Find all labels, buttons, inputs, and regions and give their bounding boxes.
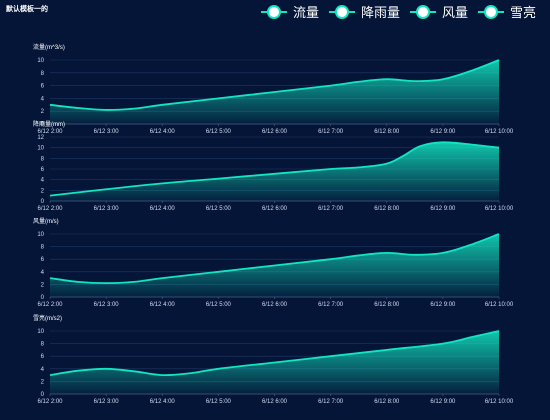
legend-item-rainfall[interactable]: 降雨量 <box>328 2 400 21</box>
x-tick-label: 6/12 9:00 <box>430 302 456 308</box>
y-axis-label: 流量(m^3/s) <box>33 43 65 51</box>
y-tick-label: 4 <box>41 367 45 373</box>
x-tick-label: 6/12 2:00 <box>37 302 63 308</box>
x-tick-label: 6/12 5:00 <box>206 399 232 405</box>
x-tick-label: 6/12 7:00 <box>318 129 344 135</box>
x-tick-label: 6/12 6:00 <box>262 206 288 212</box>
y-tick-label: 6 <box>41 257 45 263</box>
legend: 流量 降雨量 风量 雪亮 <box>260 2 536 21</box>
x-tick-label: 6/12 10:00 <box>485 399 514 405</box>
y-tick-label: 12 <box>37 135 44 141</box>
x-tick-label: 6/12 2:00 <box>37 399 63 405</box>
x-tick-label: 6/12 10:00 <box>485 206 514 212</box>
x-tick-label: 6/12 10:00 <box>485 129 514 135</box>
x-tick-label: 6/12 4:00 <box>150 129 176 135</box>
y-tick-label: 6 <box>41 354 45 360</box>
line-marker-icon <box>328 4 355 19</box>
y-tick-label: 2 <box>41 379 45 385</box>
y-tick-label: 6 <box>41 167 45 173</box>
x-tick-label: 6/12 4:00 <box>150 302 176 308</box>
legend-label: 流量 <box>292 5 319 20</box>
y-tick-label: 2 <box>41 188 45 194</box>
x-tick-label: 6/12 3:00 <box>94 302 120 308</box>
y-axis-label: 风量(m/s) <box>33 218 59 225</box>
x-tick-label: 6/12 6:00 <box>262 129 288 135</box>
y-tick-label: 0 <box>41 122 45 128</box>
x-tick-label: 6/12 5:00 <box>206 206 232 212</box>
x-tick-label: 6/12 7:00 <box>318 206 344 212</box>
x-tick-label: 6/12 9:00 <box>430 399 456 405</box>
x-tick-label: 6/12 3:00 <box>94 206 120 212</box>
y-tick-label: 10 <box>37 232 44 238</box>
x-tick-label: 6/12 10:00 <box>485 302 514 308</box>
chart-panel-4: 雪亮(m/s2) 0 2 4 6 8 10 6/12 2:00 6/12 3:00 6/12 4:… <box>33 314 514 405</box>
x-tick-label: 6/12 3:00 <box>94 129 120 135</box>
legend-label: 降雨量 <box>360 5 400 20</box>
y-axis-label: 雪亮(m/s2) <box>33 314 62 322</box>
series-area <box>50 142 499 201</box>
line-marker-icon <box>477 4 504 19</box>
y-tick-label: 10 <box>37 58 44 64</box>
y-tick-label: 0 <box>41 392 45 398</box>
line-marker-icon <box>409 4 436 19</box>
y-tick-label: 4 <box>41 96 45 102</box>
x-tick-label: 6/12 9:00 <box>430 206 456 212</box>
x-tick-label: 6/12 4:00 <box>150 399 176 405</box>
x-tick-label: 6/12 2:00 <box>37 129 63 135</box>
x-tick-label: 6/12 2:00 <box>37 206 63 212</box>
y-tick-label: 0 <box>41 199 45 205</box>
y-tick-label: 8 <box>41 156 45 162</box>
y-tick-label: 0 <box>41 295 45 301</box>
x-tick-label: 6/12 9:00 <box>430 129 456 135</box>
y-tick-label: 8 <box>41 342 45 348</box>
x-tick-label: 6/12 5:00 <box>206 129 232 135</box>
y-tick-label: 10 <box>37 146 44 152</box>
y-tick-label: 2 <box>41 109 45 115</box>
y-tick-label: 10 <box>37 329 44 335</box>
x-tick-label: 6/12 8:00 <box>374 129 400 135</box>
x-tick-label: 6/12 7:00 <box>318 302 344 308</box>
y-tick-label: 4 <box>41 178 45 184</box>
legend-label: 雪亮 <box>509 5 536 20</box>
x-tick-label: 6/12 6:00 <box>262 302 288 308</box>
y-tick-label: 2 <box>41 282 45 288</box>
chart-panel-1: 流量(m^3/s) 0 2 4 6 8 10 6/12 2:00 6/12 3:00 6/12 4… <box>33 43 514 135</box>
y-tick-label: 8 <box>41 245 45 251</box>
x-tick-label: 6/12 6:00 <box>262 399 288 405</box>
x-tick-label: 6/12 8:00 <box>374 302 400 308</box>
x-tick-label: 6/12 3:00 <box>94 399 120 405</box>
legend-label: 风量 <box>441 5 468 20</box>
line-marker-icon <box>260 4 287 19</box>
y-tick-label: 6 <box>41 84 45 90</box>
page-title: 默认模板一的 <box>6 6 48 13</box>
series-line <box>49 233 500 285</box>
legend-item-wind[interactable]: 风量 <box>409 2 468 21</box>
x-tick-label: 6/12 4:00 <box>150 206 176 212</box>
x-tick-label: 6/12 8:00 <box>374 206 400 212</box>
x-tick-label: 6/12 5:00 <box>206 302 232 308</box>
y-axis-label: 降雨量(mm) <box>33 120 65 128</box>
y-tick-label: 4 <box>41 270 45 276</box>
legend-item-flow[interactable]: 流量 <box>260 2 319 21</box>
x-tick-label: 6/12 7:00 <box>318 399 344 405</box>
y-tick-label: 8 <box>41 71 45 77</box>
series-line <box>49 59 500 111</box>
series-line <box>49 330 500 377</box>
series-line <box>49 141 500 197</box>
chart-panel-3: 风量(m/s) 0 2 4 6 8 10 6/12 2:00 6/12 3:00 6/12 4:0… <box>33 218 514 308</box>
x-tick-label: 6/12 8:00 <box>374 399 400 405</box>
legend-item-snow[interactable]: 雪亮 <box>477 2 536 21</box>
